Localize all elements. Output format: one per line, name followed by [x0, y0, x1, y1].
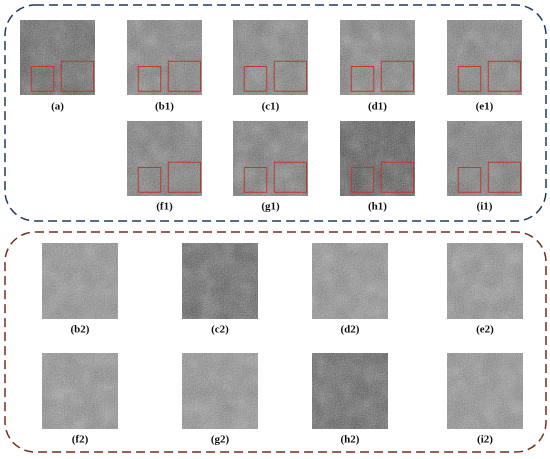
- panel-label: (b2): [71, 324, 90, 336]
- panel-noise: [182, 353, 258, 429]
- panel-noise: [340, 20, 415, 95]
- zoom-box: [457, 66, 482, 92]
- zoom-box: [273, 161, 307, 193]
- zoom-box: [487, 161, 521, 193]
- zoom-box: [273, 60, 307, 92]
- zoom-box: [380, 60, 414, 92]
- panel-label: (b1): [155, 101, 174, 113]
- panel-label: (h1): [368, 201, 387, 213]
- zoom-box: [350, 66, 375, 92]
- panel-noise: [447, 121, 522, 196]
- panel-noise: [312, 243, 388, 319]
- zoom-box: [350, 167, 375, 193]
- panel-label: (e2): [476, 324, 494, 336]
- panel-noise: [340, 121, 415, 196]
- zoom-box: [167, 60, 201, 92]
- panel-noise: [312, 353, 388, 429]
- zoom-box: [243, 167, 268, 193]
- panel-noise: [127, 20, 202, 95]
- panel-label: (a): [51, 101, 64, 113]
- panel-label: (f1): [156, 201, 173, 213]
- zoom-box: [137, 167, 162, 193]
- panel-noise: [447, 353, 523, 429]
- panel-noise: [42, 353, 118, 429]
- panel-label: (e1): [476, 101, 494, 113]
- panel-noise: [182, 243, 258, 319]
- zoom-box: [60, 60, 94, 92]
- panels: (a) (b1) (c1) (d1) (e1) (f1) (g1) (h1) (i1) (b2) (…: [20, 20, 523, 446]
- panel-label: (c2): [211, 324, 229, 336]
- panel-noise: [127, 121, 202, 196]
- panel-label: (g1): [261, 201, 280, 213]
- panel-noise: [42, 243, 118, 319]
- panel-noise: [233, 20, 308, 95]
- panel-noise: [20, 20, 95, 95]
- zoom-box: [457, 167, 482, 193]
- bottom-group-border: [4, 231, 547, 453]
- zoom-box: [30, 66, 55, 92]
- zoom-box: [243, 66, 268, 92]
- zoom-box: [137, 66, 162, 92]
- panel-label: (f2): [72, 434, 89, 446]
- panel-label: (g2): [211, 434, 230, 446]
- zoom-box: [380, 161, 414, 193]
- zoom-box: [487, 60, 521, 92]
- panel-label: (i2): [477, 434, 493, 446]
- panel-noise: [447, 20, 522, 95]
- panel-noise: [447, 243, 523, 319]
- panel-label: (d2): [341, 324, 360, 336]
- panel-label: (c1): [262, 101, 280, 113]
- panel-noise: [233, 121, 308, 196]
- panel-label: (h2): [341, 434, 360, 446]
- panel-label: (i1): [477, 201, 493, 213]
- zoom-box: [167, 161, 201, 193]
- panel-label: (d1): [368, 101, 387, 113]
- top-group-border: [4, 4, 547, 222]
